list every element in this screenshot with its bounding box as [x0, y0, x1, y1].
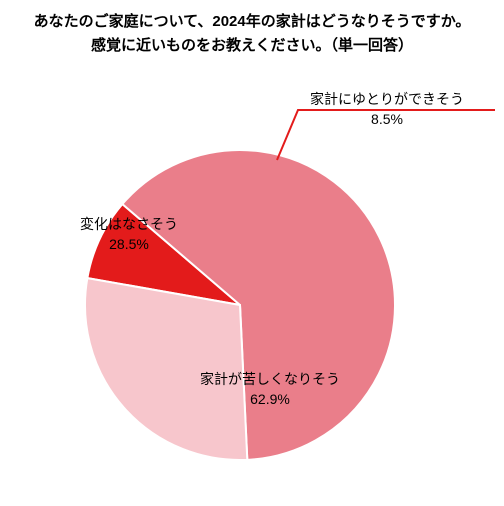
slice-label-value-yutori: 8.5%	[310, 110, 464, 130]
slice-label-value-henka: 28.5%	[80, 235, 178, 255]
title-line-2: 感覚に近いものをお教えください。（単一回答）	[91, 37, 413, 54]
title-line-1: あなたのご家庭について、2024年の家計はどうなりそうですか。	[34, 13, 471, 30]
chart-title: あなたのご家庭について、2024年の家計はどうなりそうですか。 感覚に近いものを…	[0, 10, 504, 58]
slice-label-value-kurushiku: 62.9%	[200, 390, 340, 410]
pie-chart-area: 家計にゆとりができそう8.5% 家計が苦しくなりそう62.9% 変化はなさそう28.…	[0, 80, 504, 500]
slice-label-text-yutori: 家計にゆとりができそう	[310, 90, 464, 110]
pie-chart-svg	[0, 80, 504, 500]
slice-label-text-henka: 変化はなさそう	[80, 215, 178, 235]
chart-container: あなたのご家庭について、2024年の家計はどうなりそうですか。 感覚に近いものを…	[0, 0, 504, 506]
slice-label-text-kurushiku: 家計が苦しくなりそう	[200, 370, 340, 390]
slice-label-kurushiku: 家計が苦しくなりそう62.9%	[200, 370, 340, 409]
slice-label-yutori: 家計にゆとりができそう8.5%	[310, 90, 464, 129]
slice-label-henka: 変化はなさそう28.5%	[80, 215, 178, 254]
